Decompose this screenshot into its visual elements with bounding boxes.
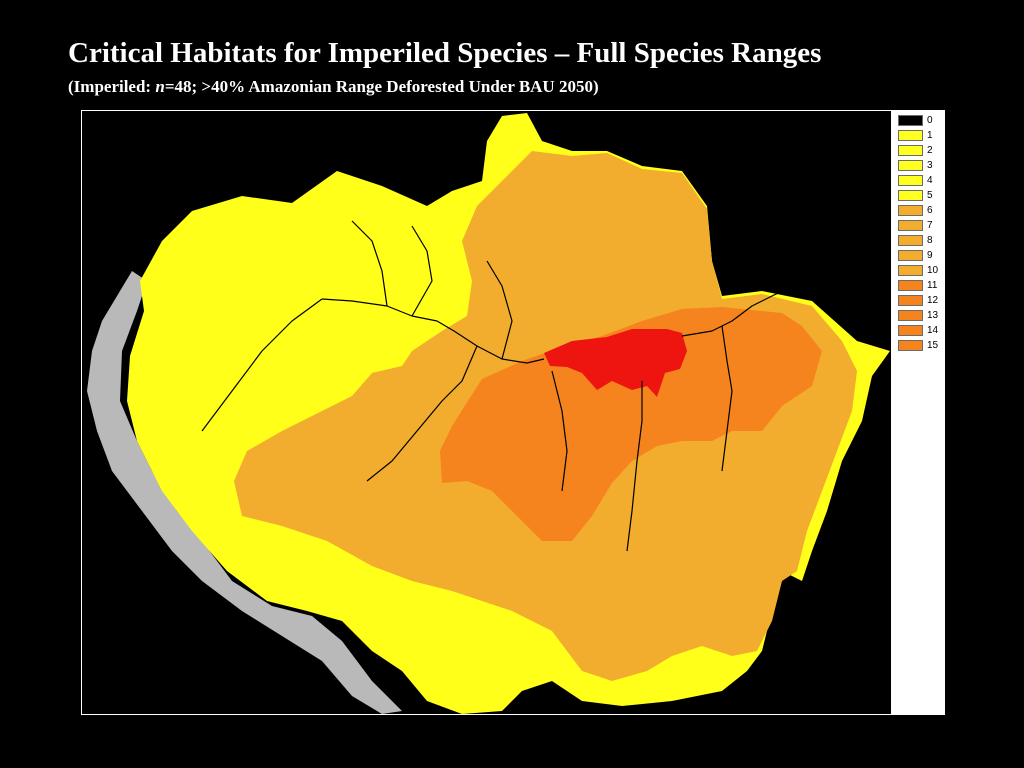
legend-swatch [898, 265, 923, 276]
river-network [201, 220, 788, 552]
legend-swatch [898, 130, 923, 141]
legend-label: 0 [927, 115, 933, 126]
legend-swatch [898, 115, 923, 126]
legend-swatch [898, 220, 923, 231]
legend-swatch [898, 280, 923, 291]
class-15-region [544, 329, 687, 397]
class-11-14-region [440, 307, 822, 541]
legend-swatch [898, 145, 923, 156]
subtitle-n-symbol: n [155, 77, 165, 96]
legend-label: 1 [927, 130, 933, 141]
legend-item: 2 [898, 143, 944, 158]
legend-swatch [898, 205, 923, 216]
legend-label: 8 [927, 235, 933, 246]
andes-gray-region [87, 271, 402, 714]
legend-item: 0 [898, 113, 944, 128]
basin-map-svg [87, 113, 890, 714]
legend-item: 13 [898, 308, 944, 323]
legend-label: 11 [927, 280, 938, 291]
map-legend: 0 1 2 3 4 5 6 7 8 9 10 11 12 13 14 15 [898, 113, 944, 353]
subtitle-suffix: =48; >40% Amazonian Range Deforested Und… [164, 77, 599, 96]
amazon-basin-map [82, 111, 891, 714]
legend-item: 1 [898, 128, 944, 143]
legend-swatch [898, 325, 923, 336]
legend-item: 9 [898, 248, 944, 263]
legend-label: 4 [927, 175, 933, 186]
legend-label: 7 [927, 220, 933, 231]
legend-swatch [898, 190, 923, 201]
legend-label: 3 [927, 160, 933, 171]
legend-swatch [898, 160, 923, 171]
slide-title: Critical Habitats for Imperiled Species … [68, 37, 822, 69]
subtitle-prefix: (Imperiled: [68, 77, 156, 96]
legend-label: 14 [927, 325, 939, 336]
legend-swatch [898, 250, 923, 261]
legend-label: 9 [927, 250, 933, 261]
slide-subtitle: (Imperiled: n=48; >40% Amazonian Range D… [68, 76, 599, 98]
legend-item: 11 [898, 278, 944, 293]
legend-item: 8 [898, 233, 944, 248]
legend-swatch [898, 310, 923, 321]
legend-item: 10 [898, 263, 944, 278]
legend-item: 12 [898, 293, 944, 308]
legend-item: 3 [898, 158, 944, 173]
legend-item: 6 [898, 203, 944, 218]
legend-label: 13 [927, 310, 939, 321]
legend-label: 12 [927, 295, 939, 306]
legend-item: 14 [898, 323, 944, 338]
legend-label: 10 [927, 265, 939, 276]
legend-item: 7 [898, 218, 944, 233]
legend-item: 5 [898, 188, 944, 203]
legend-item: 4 [898, 173, 944, 188]
legend-label: 5 [927, 190, 933, 201]
legend-swatch [898, 175, 923, 186]
legend-swatch [898, 235, 923, 246]
legend-swatch [898, 295, 923, 306]
legend-label: 2 [927, 145, 933, 156]
legend-label: 15 [927, 340, 939, 351]
legend-item: 15 [898, 338, 944, 353]
map-frame: 0 1 2 3 4 5 6 7 8 9 10 11 12 13 14 15 [81, 110, 945, 715]
legend-swatch [898, 340, 923, 351]
legend-label: 6 [927, 205, 933, 216]
